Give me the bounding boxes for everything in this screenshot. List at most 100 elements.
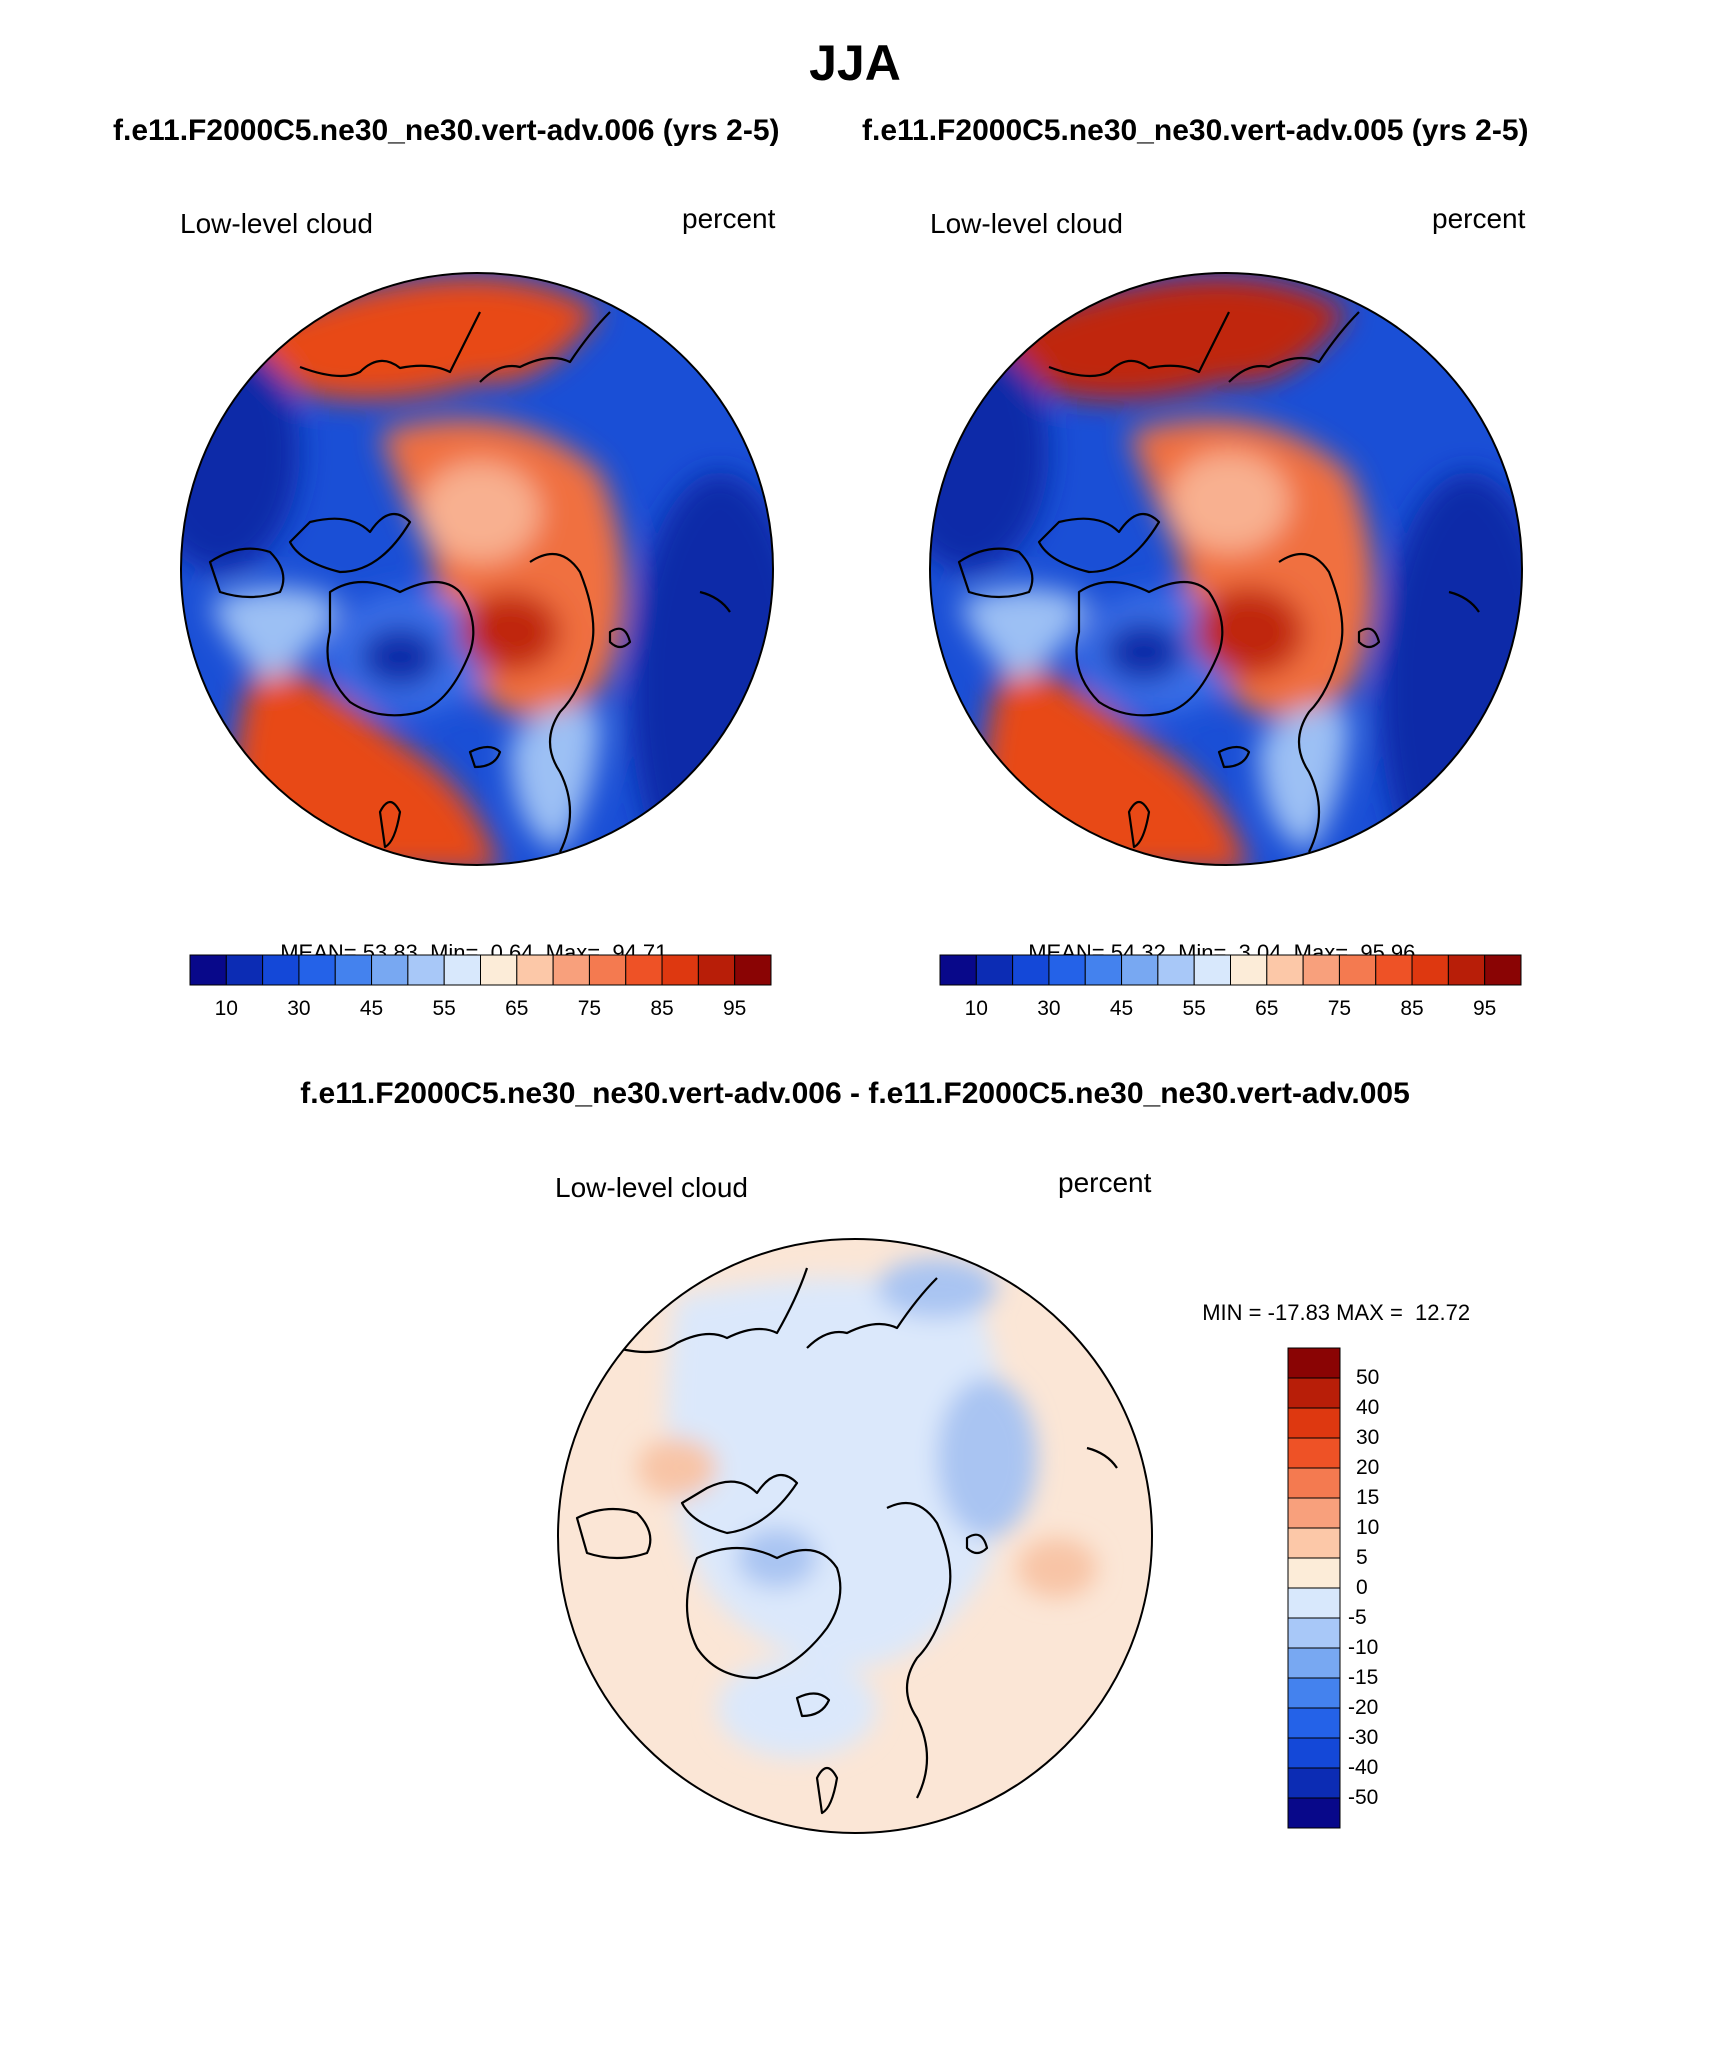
difference-colorbar: 50 40 30 20 15 10 5 0 -5 -10 -15 -20 -30 -40 -50 [1287, 1347, 1408, 1829]
colorbar-box [1048, 954, 1086, 986]
colorbar-box [516, 954, 554, 986]
colorbar-box [443, 954, 481, 986]
colorbar-box [1287, 1467, 1341, 1499]
colorbar-tick-label: -5 [1348, 1606, 1367, 1629]
colorbar-box [661, 954, 699, 986]
colorbar-tick-label: 20 [1356, 1456, 1380, 1479]
control-case-title: f.e11.F2000C5.ne30_ne30.vert-adv.005 (yr… [862, 114, 1529, 147]
europe-pale-band [510, 706, 600, 852]
colorbar-box [1287, 1737, 1341, 1769]
colorbar-box [1012, 954, 1050, 986]
colorbar-box [1287, 1797, 1341, 1829]
colorbar-tick-label: 95 [1473, 997, 1497, 1020]
colorbar-box [697, 954, 736, 986]
colorbar-box [1287, 1587, 1341, 1619]
colorbar-tick-label: 75 [1327, 997, 1352, 1020]
colorbar-tick-label: 5 [1356, 1546, 1368, 1569]
pacific-deep-blue [1379, 472, 1522, 865]
colorbar-box [480, 954, 518, 986]
colorbar-tick-label: 30 [287, 997, 311, 1020]
colorbar-box [1230, 954, 1268, 986]
colorbar-tick-label: 45 [359, 997, 384, 1020]
colorbar-box [1287, 1617, 1341, 1649]
panel1-polar-map [180, 272, 774, 866]
colorbar-tick-label: 30 [1037, 997, 1061, 1020]
colorbar-tick-label: 85 [650, 997, 674, 1020]
colorbar-tick-label: -15 [1348, 1666, 1379, 1689]
colorbar-box [1266, 954, 1304, 986]
colorbar-box [939, 954, 977, 986]
siberia-dark-red [1194, 587, 1304, 677]
colorbar-box [407, 954, 445, 986]
colorbar-tick-label: 85 [1400, 997, 1424, 1020]
test-case-title: f.e11.F2000C5.ne30_ne30.vert-adv.006 (yr… [113, 114, 780, 147]
colorbar-box [1302, 954, 1340, 986]
colorbar-box [625, 954, 663, 986]
difference-colorbar-boxes [1287, 1347, 1341, 1829]
colorbar-box [1157, 954, 1195, 986]
colorbar-tick-label: 55 [1182, 997, 1206, 1020]
colorbar-box [334, 954, 373, 986]
panel1-colorbar: 10 30 45 55 65 75 85 95 [189, 954, 772, 1029]
colorbar-tick-label: 0 [1356, 1576, 1368, 1599]
europe-pale-band [1259, 706, 1349, 852]
colorbar-box [189, 954, 227, 986]
colorbar-box [1287, 1497, 1341, 1529]
colorbar-box [1287, 1377, 1341, 1409]
colorbar-box [734, 954, 772, 986]
panel2-colorbar-boxes [939, 954, 1522, 986]
colorbar-box [1447, 954, 1486, 986]
colorbar-box [371, 954, 409, 986]
pacific-blue-patch [937, 1378, 1037, 1538]
west-red-patch [637, 1438, 717, 1498]
colorbar-box [1287, 1707, 1341, 1739]
panel3-units-label: percent [1058, 1167, 1152, 1198]
coastlines [208, 311, 731, 853]
arctic-pale-center [420, 462, 540, 562]
colorbar-box [1484, 954, 1522, 986]
coastlines [957, 311, 1480, 853]
arctic-pale-center [1169, 452, 1289, 552]
colorbar-box [588, 954, 627, 986]
colorbar-box [1287, 1647, 1341, 1679]
greenland-deep [1104, 622, 1184, 682]
colorbar-tick-label: 40 [1356, 1396, 1380, 1419]
panel1-variable-label: Low-level cloud [180, 208, 373, 239]
panel3-difference-map [557, 1238, 1153, 1834]
canada-pale-band [210, 587, 340, 682]
colorbar-tick-label: 95 [723, 997, 747, 1020]
colorbar-tick-label: -30 [1348, 1726, 1379, 1749]
colorbar-box [1411, 954, 1449, 986]
panel3-stats: MIN = -17.83 MAX = 12.72 [1202, 1300, 1471, 1325]
colorbar-tick-label: 10 [214, 997, 238, 1020]
difference-title: f.e11.F2000C5.ne30_ne30.vert-adv.006 - f… [300, 1077, 1410, 1110]
colorbar-tick-label: 75 [577, 997, 602, 1020]
panel2-units-label: percent [1432, 203, 1526, 234]
colorbar-tick-label: 10 [1356, 1516, 1380, 1539]
colorbar-tick-label: 55 [432, 997, 456, 1020]
colorbar-tick-label: 15 [1356, 1486, 1380, 1509]
canada-pale-band [959, 587, 1089, 682]
colorbar-box [1287, 1767, 1341, 1799]
colorbar-box [1287, 1527, 1341, 1559]
colorbar-box [1287, 1347, 1341, 1379]
coastlines [575, 1267, 1118, 1815]
south-pale-blue [717, 1658, 877, 1758]
west-deep-blue [181, 332, 300, 572]
colorbar-box [1084, 954, 1123, 986]
colorbar-tick-label: -20 [1348, 1696, 1379, 1719]
colorbar-tick-label: 10 [964, 997, 988, 1020]
west-deep-blue [930, 332, 1049, 572]
colorbar-tick-label: -40 [1348, 1756, 1379, 1779]
east-red-patch [1017, 1538, 1097, 1598]
colorbar-box [1287, 1407, 1341, 1439]
colorbar-tick-label: 45 [1109, 997, 1134, 1020]
colorbar-box [1121, 954, 1159, 986]
colorbar-tick-label: 30 [1356, 1426, 1380, 1449]
pacific-deep-blue [630, 472, 773, 865]
greenland-deep [360, 627, 440, 687]
colorbar-box [552, 954, 590, 986]
panel2-colorbar: 10 30 45 55 65 75 85 95 [939, 954, 1522, 1029]
panel2-variable-label: Low-level cloud [930, 208, 1123, 239]
colorbar-tick-label: -10 [1348, 1636, 1379, 1659]
